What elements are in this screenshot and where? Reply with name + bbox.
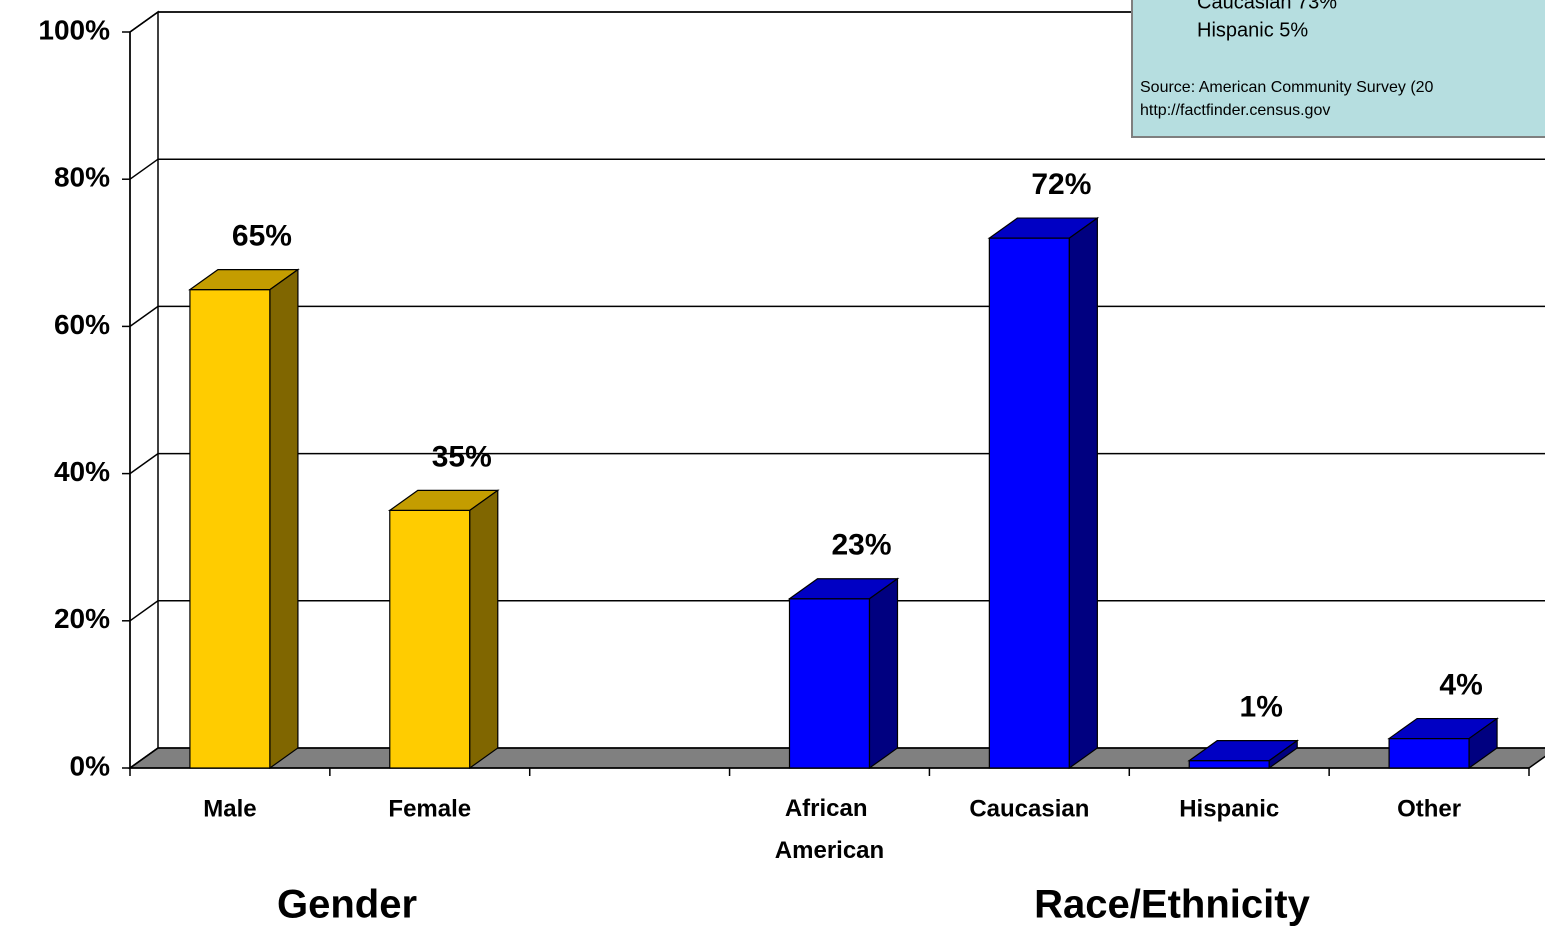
y-tick-label: 20% xyxy=(54,603,110,634)
bar-side xyxy=(269,268,299,770)
x-tick-label: Hispanic xyxy=(1179,795,1279,822)
note-box xyxy=(1131,0,1545,138)
grid-line xyxy=(129,158,1545,180)
note-line: Hispanic 5% xyxy=(1197,19,1308,41)
grid-line xyxy=(129,11,1545,33)
bar-side xyxy=(469,489,499,770)
x-tick-label: Caucasian xyxy=(969,795,1089,822)
bar xyxy=(189,289,271,769)
y-tick-label: 100% xyxy=(38,14,110,45)
bar xyxy=(988,237,1070,769)
x-tick-label: Other xyxy=(1397,795,1461,822)
bar xyxy=(389,509,471,769)
value-label: 23% xyxy=(831,529,891,562)
x-tick-label: African American xyxy=(775,795,884,864)
y-tick-label: 0% xyxy=(70,750,111,781)
side-wall xyxy=(129,10,159,770)
x-tick-label: Male xyxy=(203,795,256,822)
bar xyxy=(1188,760,1270,769)
note-line: Caucasian 73% xyxy=(1197,0,1337,13)
value-label: 72% xyxy=(1031,168,1091,201)
bar xyxy=(788,598,871,769)
grid-line xyxy=(129,452,1545,475)
group-label: Race/Ethnicity xyxy=(1034,883,1310,927)
y-tick-label: 80% xyxy=(54,162,110,193)
note-url: http://factfinder.census.gov xyxy=(1140,102,1330,119)
bar-side xyxy=(868,577,899,770)
y-tick-label: 60% xyxy=(54,309,110,340)
grid-line xyxy=(129,305,1545,328)
bar xyxy=(1388,737,1470,769)
value-label: 35% xyxy=(432,440,492,473)
bar-side xyxy=(1268,739,1298,770)
value-label: 4% xyxy=(1439,668,1482,701)
value-label: 65% xyxy=(232,220,292,253)
x-tick-label: Female xyxy=(388,795,471,822)
y-tick-label: 40% xyxy=(54,456,110,487)
group-label: Gender xyxy=(277,883,417,927)
bar-side xyxy=(1468,717,1498,770)
value-label: 1% xyxy=(1240,691,1283,724)
plot-area: 0% 20% 40% 60% 80% 100% Male 65% Female 35% Africa… xyxy=(38,10,1545,864)
note-source: Source: American Community Survey (20 xyxy=(1140,79,1434,96)
bar-side xyxy=(1068,216,1098,770)
